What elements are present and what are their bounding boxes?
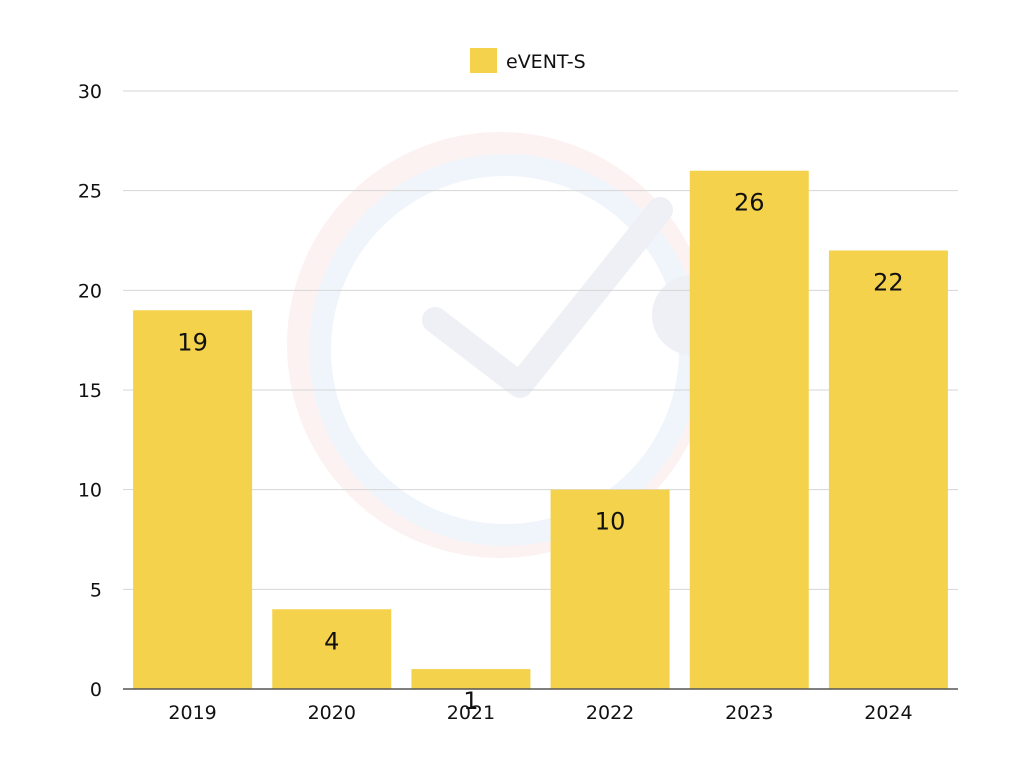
legend: eVENT-S: [470, 48, 586, 73]
legend-label: eVENT-S: [506, 51, 586, 73]
bar: [411, 669, 531, 689]
bar-value-label: 4: [324, 627, 339, 655]
bars: [133, 170, 948, 689]
x-tick-label: 2020: [308, 702, 356, 724]
x-tick-label: 2022: [586, 702, 634, 724]
bar: [133, 310, 253, 689]
bar-value-label: 26: [734, 189, 765, 217]
y-tick-label: 5: [90, 579, 102, 601]
x-tick-label: 2023: [725, 702, 773, 724]
legend-swatch: [470, 48, 497, 73]
y-tick-label: 20: [78, 280, 102, 302]
gridlines: [123, 90, 958, 590]
y-tick-label: 0: [90, 679, 102, 701]
data-labels: 19 4 1 10 26 22: [177, 189, 903, 715]
bar: [272, 609, 392, 689]
x-tick-label: 2019: [168, 702, 216, 724]
watermark-logo: [287, 132, 732, 558]
y-tick-label: 30: [78, 81, 102, 103]
bar-value-label: 10: [595, 508, 626, 536]
y-tick-label: 25: [78, 181, 102, 203]
bar-value-label: 1: [463, 687, 478, 715]
y-tick-label: 10: [78, 480, 102, 502]
bar-value-label: 22: [873, 268, 904, 296]
bar: [689, 170, 809, 689]
bar: [828, 250, 948, 689]
x-tick-label: 2021: [447, 702, 495, 724]
y-axis: 0 5 10 15 20 25 30: [78, 81, 102, 701]
x-tick-label: 2024: [864, 702, 912, 724]
x-axis: 2019 2020 2021 2022 2023 2024: [123, 688, 958, 724]
bar-value-label: 19: [177, 328, 208, 356]
bar: [550, 489, 670, 689]
y-tick-label: 15: [78, 380, 102, 402]
